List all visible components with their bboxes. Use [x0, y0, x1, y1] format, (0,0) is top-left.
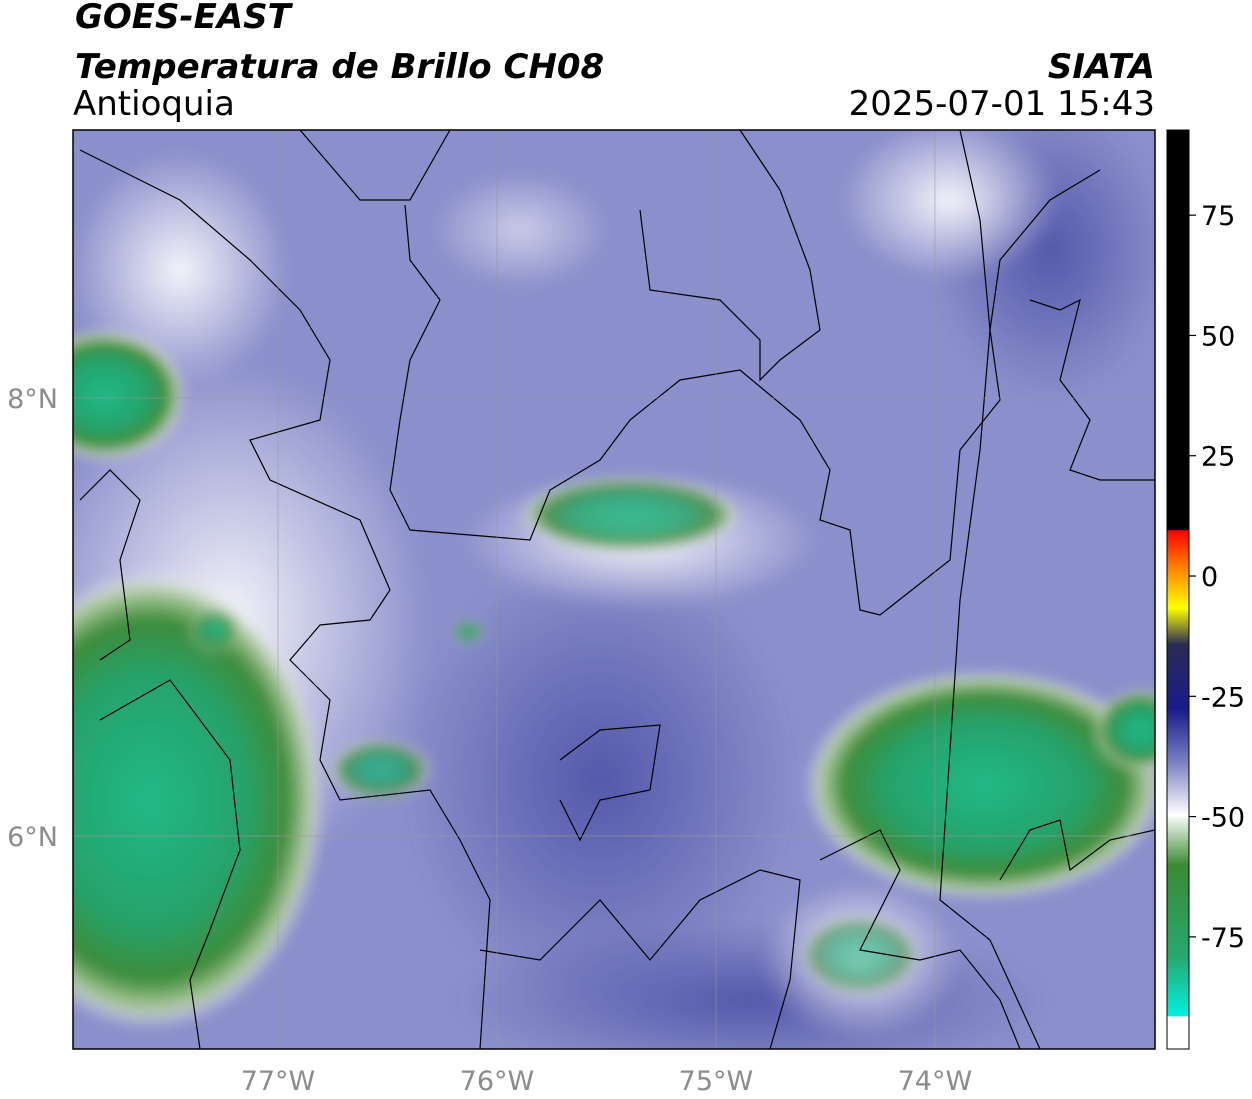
satellite-title: GOES-EAST: [75, 0, 294, 37]
map-frame: [72, 129, 1156, 1050]
region-label: Antioquia: [73, 84, 235, 124]
colorbar-tick-label: 75: [1201, 201, 1235, 232]
colorbar: [1166, 129, 1190, 1050]
x-tick-label: 75°W: [679, 1066, 754, 1097]
graticule: [73, 130, 1155, 1049]
x-tick-label: 74°W: [898, 1066, 973, 1097]
colorbar-tick-label: -75: [1201, 923, 1245, 954]
colorbar-tick-label: 50: [1201, 321, 1235, 352]
datetime-label: 2025-07-01 15:43: [849, 84, 1155, 124]
colorbar-tick-label: 25: [1201, 442, 1235, 473]
x-tick-label: 76°W: [460, 1066, 535, 1097]
y-tick-label: 8°N: [7, 384, 58, 415]
colorbar-tick-label: -25: [1201, 682, 1245, 713]
y-tick-label: 6°N: [7, 822, 58, 853]
x-tick-label: 77°W: [241, 1066, 316, 1097]
colorbar-tick-label: -50: [1201, 803, 1245, 834]
colorbar-tick-label: 0: [1201, 562, 1218, 593]
product-title: Temperatura de Brillo CH08: [75, 47, 604, 87]
map-image: [73, 130, 1155, 1049]
source-label: SIATA: [1048, 47, 1155, 87]
